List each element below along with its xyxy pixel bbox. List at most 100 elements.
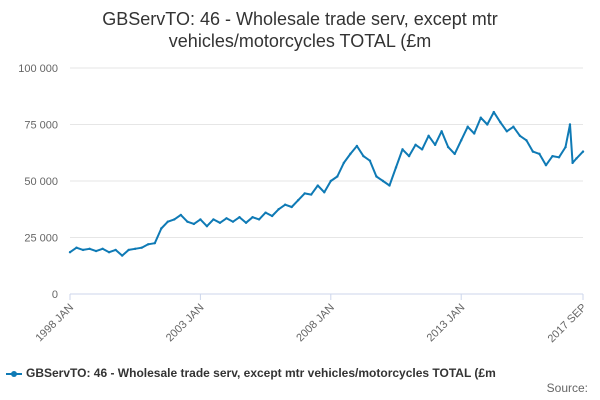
data-point[interactable]	[160, 227, 163, 230]
data-point[interactable]	[557, 156, 561, 159]
y-tick-label: 25 000	[24, 233, 58, 245]
data-point[interactable]	[551, 154, 554, 158]
data-point[interactable]	[192, 222, 196, 226]
x-tick-label: 1998 JAN	[33, 302, 76, 345]
data-point[interactable]	[101, 247, 104, 250]
y-tick-label: 0	[52, 289, 58, 301]
legend-label: GBServTO: 46 - Wholesale trade serv, exc…	[26, 366, 496, 380]
data-point[interactable]	[120, 254, 124, 257]
data-point[interactable]	[349, 152, 352, 156]
data-point[interactable]	[147, 243, 150, 246]
x-tick-label: 2013 JAN	[425, 302, 468, 345]
data-point[interactable]	[518, 134, 522, 137]
data-point[interactable]	[107, 250, 111, 254]
data-point[interactable]	[420, 148, 424, 151]
data-point[interactable]	[575, 157, 578, 160]
data-point[interactable]	[186, 220, 189, 223]
data-point[interactable]	[401, 148, 404, 151]
data-point[interactable]	[75, 246, 78, 249]
data-point[interactable]	[336, 175, 339, 178]
data-point[interactable]	[433, 143, 437, 147]
data-point[interactable]	[205, 225, 209, 228]
data-point[interactable]	[492, 110, 496, 114]
data-point[interactable]	[362, 154, 365, 158]
chart-title-line-2: vehicles/motorcycles TOTAL (£m	[168, 31, 432, 51]
data-point[interactable]	[238, 215, 241, 219]
data-point[interactable]	[257, 218, 261, 221]
data-point[interactable]	[368, 159, 372, 162]
data-point[interactable]	[310, 193, 313, 196]
source-label: Source:	[546, 381, 588, 395]
data-point[interactable]	[323, 191, 326, 194]
data-point[interactable]	[316, 184, 319, 187]
data-point[interactable]	[375, 175, 378, 178]
data-point[interactable]	[277, 208, 280, 211]
data-point[interactable]	[270, 214, 274, 218]
data-point[interactable]	[244, 221, 248, 225]
data-point[interactable]	[571, 161, 574, 165]
data-point[interactable]	[486, 123, 489, 126]
chart-title: GBServTO: 46 - Wholesale trade serv, exc…	[0, 8, 600, 52]
series-group	[68, 110, 585, 257]
data-point[interactable]	[512, 125, 515, 128]
data-point[interactable]	[81, 248, 85, 252]
data-point[interactable]	[173, 218, 176, 221]
data-point[interactable]	[218, 221, 222, 225]
data-point[interactable]	[460, 139, 463, 142]
data-point[interactable]	[581, 150, 585, 153]
data-point[interactable]	[283, 203, 287, 206]
data-point[interactable]	[251, 215, 254, 219]
data-point[interactable]	[440, 130, 443, 133]
data-point[interactable]	[290, 205, 293, 209]
data-point[interactable]	[225, 217, 228, 220]
data-point[interactable]	[538, 152, 541, 156]
data-point[interactable]	[264, 211, 267, 214]
data-point[interactable]	[297, 199, 300, 202]
x-tick-label: 2008 JAN	[294, 302, 337, 345]
data-point[interactable]	[179, 213, 183, 217]
data-point[interactable]	[531, 150, 535, 153]
y-tick-label: 50 000	[24, 176, 58, 188]
data-point[interactable]	[199, 218, 202, 221]
gridlines	[70, 67, 583, 295]
legend[interactable]: GBServTO: 46 - Wholesale trade serv, exc…	[6, 366, 496, 380]
data-point[interactable]	[153, 241, 156, 245]
data-point[interactable]	[525, 139, 528, 142]
data-point[interactable]	[114, 248, 117, 252]
data-point[interactable]	[388, 184, 391, 187]
x-tick-label: 2003 JAN	[164, 302, 207, 345]
data-point[interactable]	[446, 145, 450, 149]
data-point[interactable]	[394, 166, 398, 169]
data-point[interactable]	[427, 134, 430, 137]
data-point[interactable]	[134, 247, 137, 250]
data-point[interactable]	[414, 143, 417, 147]
data-point[interactable]	[355, 144, 359, 148]
data-point[interactable]	[499, 121, 502, 124]
data-point[interactable]	[453, 152, 456, 156]
data-point[interactable]	[88, 247, 91, 250]
data-point[interactable]	[212, 218, 215, 221]
data-point[interactable]	[127, 248, 130, 252]
data-point[interactable]	[231, 220, 235, 223]
data-point[interactable]	[564, 145, 567, 149]
y-axis-ticks: 0 25 000 50 000 75 000 100 000	[18, 63, 58, 301]
legend-marker-icon	[6, 369, 22, 379]
data-point[interactable]	[303, 192, 306, 195]
x-axis-ticks: 1998 JAN 2003 JAN 2008 JAN 2013 JAN 2017 SEP	[33, 294, 589, 345]
data-point[interactable]	[329, 179, 333, 183]
x-tick-label: 2017 SEP	[546, 302, 590, 346]
data-point[interactable]	[407, 154, 411, 158]
series-line[interactable]	[69, 111, 584, 257]
data-point[interactable]	[68, 250, 72, 254]
data-point[interactable]	[342, 161, 346, 165]
data-point[interactable]	[479, 116, 482, 119]
data-point[interactable]	[166, 220, 170, 223]
data-point[interactable]	[94, 249, 98, 253]
data-point[interactable]	[140, 246, 143, 249]
data-point[interactable]	[466, 125, 469, 128]
data-point[interactable]	[473, 132, 476, 135]
data-point[interactable]	[544, 163, 548, 167]
data-point[interactable]	[568, 123, 572, 126]
data-point[interactable]	[381, 179, 385, 183]
data-point[interactable]	[505, 130, 509, 133]
